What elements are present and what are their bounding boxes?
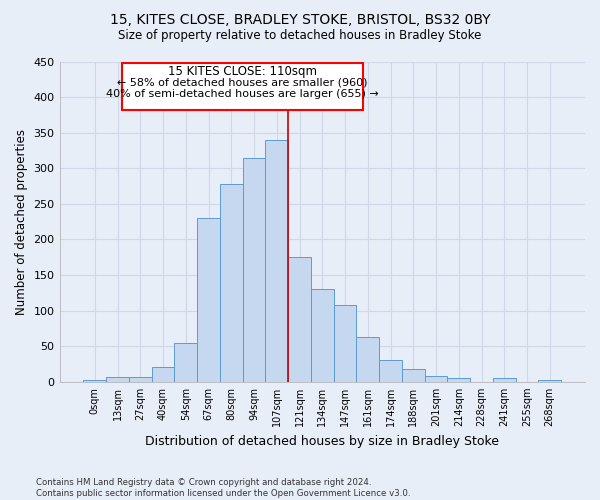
Bar — [106, 377, 129, 382]
Text: 40% of semi-detached houses are larger (655) →: 40% of semi-detached houses are larger (… — [106, 89, 379, 99]
Bar — [265, 140, 288, 382]
Bar — [425, 376, 448, 382]
Bar — [129, 377, 152, 382]
Bar — [242, 158, 265, 382]
Bar — [288, 257, 311, 382]
X-axis label: Distribution of detached houses by size in Bradley Stoke: Distribution of detached houses by size … — [145, 434, 499, 448]
Bar — [197, 218, 220, 382]
Bar — [334, 305, 356, 382]
Text: ← 58% of detached houses are smaller (960): ← 58% of detached houses are smaller (96… — [118, 78, 368, 88]
Bar — [220, 184, 242, 382]
Bar — [448, 378, 470, 382]
Text: Contains HM Land Registry data © Crown copyright and database right 2024.
Contai: Contains HM Land Registry data © Crown c… — [36, 478, 410, 498]
Bar — [175, 344, 197, 382]
Bar — [83, 380, 106, 382]
Bar — [379, 360, 402, 382]
Bar — [402, 369, 425, 382]
Text: 15, KITES CLOSE, BRADLEY STOKE, BRISTOL, BS32 0BY: 15, KITES CLOSE, BRADLEY STOKE, BRISTOL,… — [110, 12, 490, 26]
Bar — [356, 337, 379, 382]
Bar — [152, 367, 175, 382]
Text: 15 KITES CLOSE: 110sqm: 15 KITES CLOSE: 110sqm — [168, 65, 317, 78]
FancyBboxPatch shape — [122, 63, 363, 110]
Y-axis label: Number of detached properties: Number of detached properties — [15, 128, 28, 314]
Bar — [493, 378, 515, 382]
Bar — [311, 290, 334, 382]
Bar — [538, 380, 561, 382]
Text: Size of property relative to detached houses in Bradley Stoke: Size of property relative to detached ho… — [118, 29, 482, 42]
